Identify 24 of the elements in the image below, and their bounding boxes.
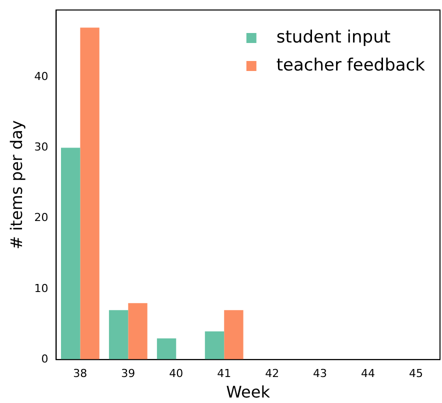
x-tick-label: 38 xyxy=(73,367,88,380)
bar xyxy=(60,148,80,360)
legend-label: teacher feedback xyxy=(276,55,426,76)
bar xyxy=(204,331,224,360)
x-tick-label: 40 xyxy=(169,367,184,380)
x-tick-label: 44 xyxy=(361,367,376,380)
y-tick-label: 10 xyxy=(34,282,48,295)
x-tick-label: 39 xyxy=(121,367,136,380)
bar xyxy=(108,310,128,360)
bar xyxy=(156,338,176,360)
legend-label: student input xyxy=(276,27,391,48)
y-tick-label: 20 xyxy=(34,211,48,224)
x-axis-title: Week xyxy=(226,382,271,402)
x-tick-label: 41 xyxy=(217,367,232,380)
x-tick-label: 45 xyxy=(409,367,424,380)
bar xyxy=(80,28,100,360)
x-tick-label: 43 xyxy=(313,367,328,380)
y-tick-label: 40 xyxy=(34,70,48,83)
y-tick-label: 0 xyxy=(41,352,48,366)
bar xyxy=(128,303,148,360)
x-tick-label: 42 xyxy=(265,367,280,380)
bar xyxy=(224,310,244,360)
y-axis-title: # items per day xyxy=(6,120,26,250)
y-tick-label: 30 xyxy=(34,140,48,154)
